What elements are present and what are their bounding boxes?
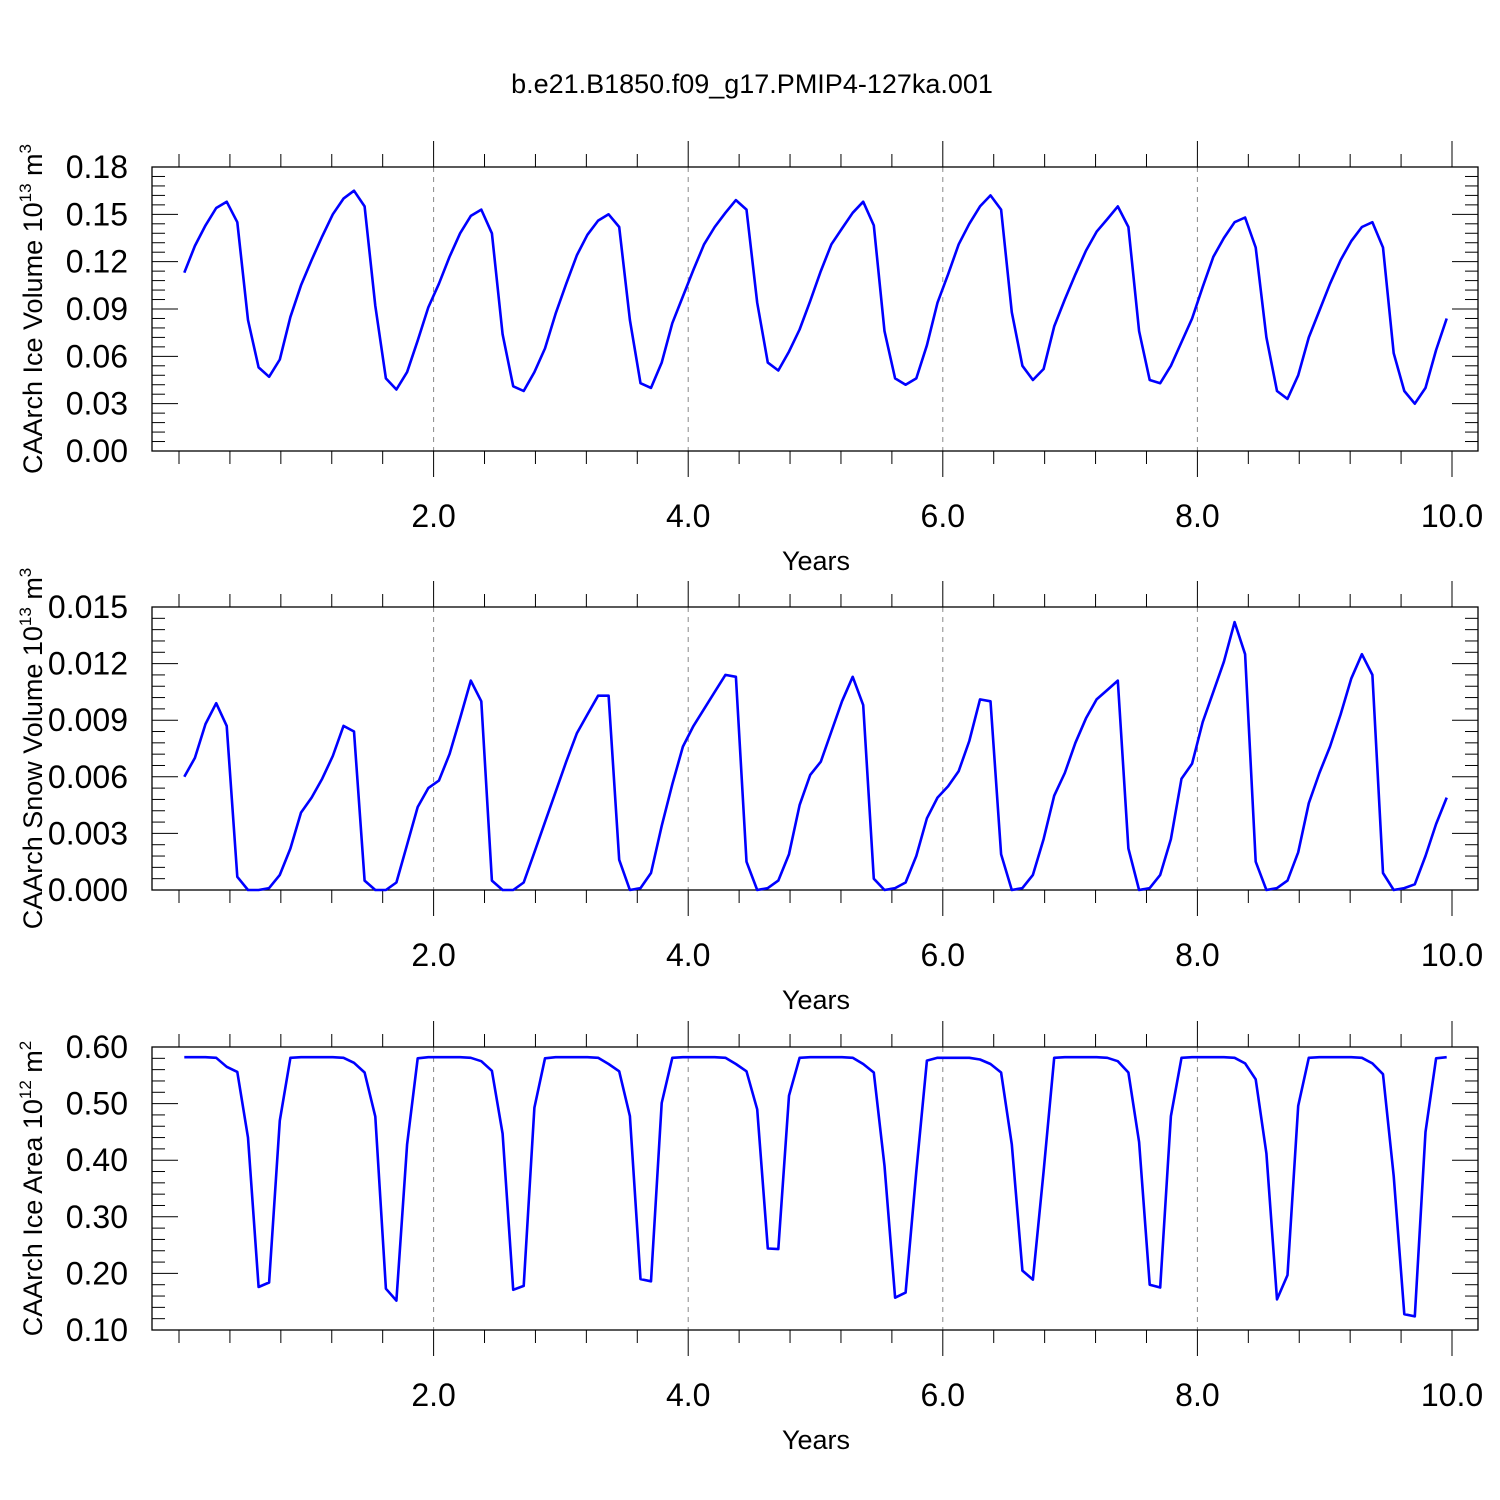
y-tick-label: 0.000 [48,872,128,908]
x-tick-label: 2.0 [411,937,455,973]
y-axis-label: CAArch Ice Area 1012 m2 [16,1041,48,1337]
y-tick-label: 0.60 [66,1029,128,1065]
x-axis-label: Years [782,1425,850,1455]
y-axis-label: CAArch Snow Volume 1013 m3 [16,568,48,930]
series-line [183,189,1448,406]
y-tick-label: 0.50 [66,1086,128,1122]
x-axis-label: Years [782,546,850,576]
x-tick-label: 6.0 [921,937,965,973]
x-tick-label: 4.0 [666,937,710,973]
chart-panel-2: 2.0 4.0 6.0 8.0 10.0 Years 0.000 0.003 0.006 0.00… [16,568,1483,1015]
y-tick-label: 0.12 [66,244,128,280]
x-tick-label: 6.0 [921,1377,965,1413]
x-tick-label: 8.0 [1175,937,1219,973]
y-tick-label: 0.03 [66,386,128,422]
x-tick-label: 8.0 [1175,498,1219,534]
x-axis-label: Years [782,985,850,1015]
x-tick-label: 10.0 [1421,1377,1483,1413]
chart-panel-3: 2.0 4.0 6.0 8.0 10.0 Years 0.10 0.20 0.30 0.40 0.5… [16,1021,1483,1455]
x-tick-label: 2.0 [411,1377,455,1413]
y-tick-label: 0.30 [66,1199,128,1235]
y-tick-label: 0.06 [66,338,128,374]
x-tick-label: 10.0 [1421,937,1483,973]
y-tick-label: 0.012 [48,646,128,682]
series-line [184,1055,1447,1318]
y-axis-label: CAArch Ice Volume 1013 m3 [16,144,48,474]
y-tick-label: 0.009 [48,702,128,738]
x-tick-label: 4.0 [666,498,710,534]
y-tick-label: 0.09 [66,291,128,327]
plot-frame [151,1046,1479,1331]
y-tick-label: 0.00 [66,433,128,469]
panels: 2.0 4.0 6.0 8.0 10.0 Years 0.00 0.03 0.06 0.09 0.1… [16,141,1483,1455]
y-tick-label: 0.20 [66,1255,128,1291]
series-line [183,620,1448,892]
y-tick-label: 0.15 [66,196,128,232]
y-tick-label: 0.015 [48,589,128,625]
figure-title: b.e21.B1850.f09_g17.PMIP4-127ka.001 [511,69,993,99]
x-tick-label: 4.0 [666,1377,710,1413]
plot-frame [151,606,1479,891]
y-tick-label: 0.003 [48,815,128,851]
y-tick-label: 0.40 [66,1142,128,1178]
x-tick-label: 10.0 [1421,498,1483,534]
x-tick-label: 2.0 [411,498,455,534]
chart-panel-1: 2.0 4.0 6.0 8.0 10.0 Years 0.00 0.03 0.06 0.09 0.1… [16,141,1483,576]
x-tick-label: 8.0 [1175,1377,1219,1413]
y-tick-label: 0.006 [48,759,128,795]
y-tick-label: 0.10 [66,1312,128,1348]
y-tick-label: 0.18 [66,149,128,185]
x-tick-label: 6.0 [921,498,965,534]
